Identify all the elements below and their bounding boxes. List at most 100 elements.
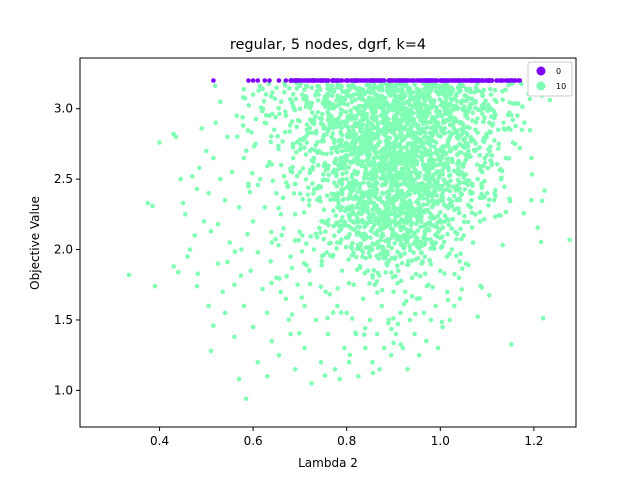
series-10-point (349, 226, 354, 231)
series-10-point (393, 100, 399, 106)
series-10-point (384, 223, 390, 228)
series-10-point (401, 244, 407, 250)
series-10-point (380, 248, 386, 253)
series-10-point (409, 293, 415, 299)
series-10-point (449, 203, 455, 209)
series-10-point (435, 220, 440, 226)
series-10-point (419, 126, 424, 132)
y-tick-label: 2.0 (54, 243, 73, 257)
series-10-point (475, 116, 480, 121)
series-10-point (211, 155, 216, 161)
series-10-point (290, 145, 296, 150)
series-10-point (442, 219, 448, 224)
series-10-point (402, 116, 408, 122)
series-10-point (460, 127, 466, 132)
series-10-point (264, 310, 270, 316)
series-10-point (398, 278, 404, 284)
series-10-point (418, 239, 424, 245)
series-10-point (414, 221, 419, 226)
series-10-point (405, 149, 411, 154)
series-10-point (459, 287, 465, 292)
series-10-point (419, 150, 425, 155)
series-10-point (414, 239, 420, 245)
series-10-point (479, 182, 484, 187)
series-10-point (491, 109, 497, 114)
series-10-point (358, 206, 364, 211)
series-10-point (402, 251, 407, 256)
series-10-point (445, 117, 451, 123)
series-10-point (427, 166, 433, 172)
series-10-point (353, 86, 359, 92)
series-10-point (360, 115, 366, 121)
series-10-point (422, 254, 428, 259)
series-10-point (502, 184, 507, 190)
series-10-point (396, 82, 402, 87)
series-10-point (371, 117, 376, 122)
series-10-point (346, 359, 352, 365)
series-10-point (369, 144, 375, 149)
series-10-point (385, 108, 391, 114)
series-10-point (152, 283, 158, 289)
series-10-point (419, 182, 424, 187)
series-10-point (320, 111, 325, 117)
series-10-point (466, 105, 472, 111)
series-10-point (417, 88, 423, 93)
series-10-point (284, 274, 290, 279)
series-10-point (374, 331, 380, 337)
series-10-point (395, 188, 400, 193)
series-10-point (383, 270, 388, 275)
series-10-point (421, 234, 427, 239)
series-10-point (419, 157, 425, 163)
series-10-point (215, 221, 221, 227)
series-10-point (462, 104, 467, 110)
series-10-point (392, 148, 397, 154)
series-10-point (484, 190, 490, 196)
series-10-point (227, 240, 232, 245)
series-10-point (500, 89, 505, 94)
series-10-point (457, 186, 462, 191)
series-10-point (304, 241, 309, 246)
series-10-point (443, 204, 449, 209)
series-10-point (339, 204, 345, 210)
series-10-point (306, 202, 312, 208)
series-10-point (297, 147, 303, 152)
series-10-point (385, 199, 390, 205)
plot-frame (79, 57, 577, 428)
series-10-point (382, 111, 387, 116)
series-10-point (395, 263, 400, 269)
series-10-point (457, 120, 463, 126)
series-10-point (462, 93, 468, 98)
series-10-point (353, 331, 359, 337)
series-10-point (417, 131, 423, 136)
series-10-point (281, 173, 287, 179)
series-10-point (446, 144, 452, 149)
series-10-point (498, 166, 504, 172)
series-10-point (301, 96, 306, 102)
series-10-point (381, 225, 386, 231)
series-10-point (383, 180, 389, 186)
series-10-point (325, 109, 330, 115)
series-10-point (268, 134, 274, 139)
series-0-point (516, 78, 521, 83)
series-10-point (436, 111, 442, 116)
series-10-point (192, 233, 197, 238)
chart-title: regular, 5 nodes, dgrf, k=4 (230, 37, 426, 53)
series-10-point (381, 345, 387, 351)
series-10-point (463, 108, 468, 114)
series-10-point (397, 224, 403, 229)
series-10-point (373, 143, 379, 149)
series-10-point (388, 123, 394, 129)
x-tick-label: 0.6 (244, 434, 263, 448)
series-10-point (370, 370, 376, 376)
series-10-point (370, 359, 375, 365)
legend-marker-0 (536, 66, 546, 76)
series-10-point (451, 193, 457, 199)
series-10-point (339, 132, 345, 138)
series-10-point (439, 99, 445, 105)
series-10-point (455, 161, 460, 167)
series-0-point (507, 78, 512, 83)
series-10-point (391, 289, 396, 295)
series-10-point (371, 131, 377, 136)
series-10-point (307, 281, 313, 287)
series-10-point (340, 191, 345, 197)
